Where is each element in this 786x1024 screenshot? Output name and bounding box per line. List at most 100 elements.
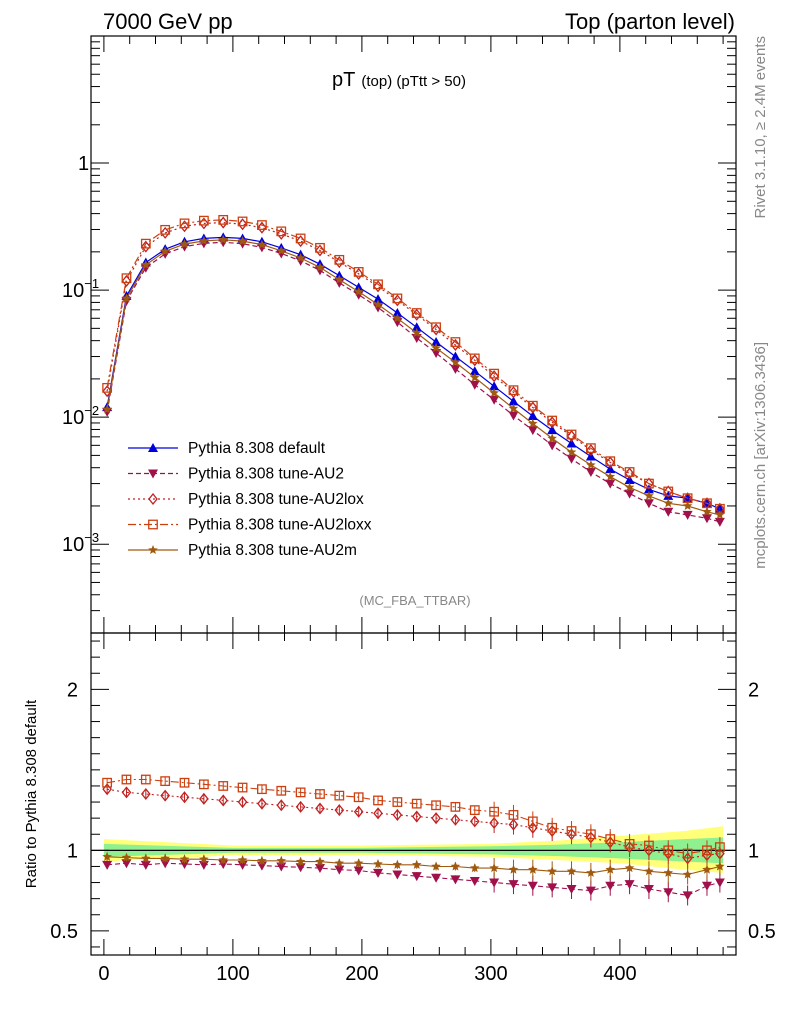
legend-marker bbox=[148, 443, 158, 452]
legend-label: Pythia 8.308 tune-AU2 bbox=[188, 466, 344, 483]
data-point bbox=[624, 467, 635, 477]
data-point bbox=[353, 286, 364, 296]
ratio-point bbox=[102, 851, 112, 861]
ratio-point bbox=[295, 800, 306, 813]
ratio-point bbox=[373, 859, 383, 869]
data-point bbox=[179, 218, 190, 229]
ratio-y-tick-label: 2 bbox=[67, 679, 78, 701]
ratio-point bbox=[527, 816, 538, 827]
ratio-point bbox=[682, 848, 693, 859]
ratio-point bbox=[121, 852, 132, 862]
data-point bbox=[605, 471, 615, 481]
series-line bbox=[106, 219, 721, 510]
ratio-point bbox=[566, 866, 577, 876]
ratio-y-tick-label-right: 2 bbox=[748, 679, 759, 701]
data-point bbox=[643, 499, 654, 509]
ratio-point bbox=[450, 861, 461, 871]
ratio-point bbox=[469, 805, 480, 815]
data-point bbox=[198, 215, 209, 226]
data-point bbox=[315, 262, 325, 272]
ratio-point bbox=[469, 876, 480, 886]
ratio-point bbox=[334, 858, 345, 868]
data-point bbox=[121, 273, 132, 284]
ratio-point bbox=[547, 883, 558, 893]
ratio-point bbox=[334, 790, 345, 801]
data-point bbox=[682, 501, 693, 510]
ratio-point bbox=[160, 789, 171, 802]
data-point bbox=[624, 482, 635, 492]
series-ratio bbox=[102, 774, 725, 864]
legend-label: Pythia 8.308 tune-AU2lox bbox=[188, 491, 364, 508]
data-point bbox=[237, 236, 248, 246]
data-point bbox=[276, 226, 287, 237]
data-point bbox=[353, 267, 364, 280]
data-point bbox=[392, 293, 403, 304]
data-point bbox=[489, 395, 500, 405]
ratio-point bbox=[682, 891, 693, 901]
ratio-point bbox=[714, 842, 725, 853]
ratio-point bbox=[334, 804, 345, 817]
ratio-point bbox=[199, 792, 209, 805]
ratio-point bbox=[179, 777, 190, 788]
ratio-point bbox=[508, 880, 519, 890]
ratio-point bbox=[663, 867, 673, 877]
legend-label: Pythia 8.308 tune-AU2loxx bbox=[188, 517, 372, 534]
data-point bbox=[450, 364, 461, 374]
ratio-point bbox=[392, 808, 403, 821]
data-point bbox=[160, 246, 170, 256]
data-point bbox=[373, 294, 384, 304]
data-point bbox=[605, 456, 616, 467]
data-point bbox=[257, 239, 267, 249]
data-point bbox=[121, 274, 132, 288]
main-title-sub: (top) (pTtt > 50) bbox=[361, 73, 466, 90]
series-main bbox=[102, 234, 725, 519]
ratio-point bbox=[160, 776, 171, 787]
data-point bbox=[469, 366, 480, 376]
ratio-y-tick-label-right: 0.5 bbox=[748, 921, 776, 943]
data-point bbox=[199, 235, 209, 245]
ratio-point bbox=[373, 807, 383, 820]
data-point bbox=[624, 489, 635, 499]
data-point bbox=[450, 357, 461, 367]
x-tick-label: 400 bbox=[603, 963, 636, 985]
y-tick-label: 1 bbox=[78, 153, 89, 175]
ratio-point bbox=[276, 799, 287, 812]
data-point bbox=[160, 224, 171, 235]
data-point bbox=[450, 337, 461, 347]
ratio-point bbox=[198, 779, 209, 790]
ratio-point bbox=[218, 781, 229, 791]
series-main bbox=[102, 214, 725, 514]
ratio-point bbox=[508, 818, 519, 831]
y-tick-label: 10−2 bbox=[62, 403, 99, 429]
data-point bbox=[102, 404, 112, 414]
data-point bbox=[489, 381, 500, 391]
ratio-point bbox=[489, 878, 500, 888]
ratio-plot: 0.5 0.5 1 1 2 2 Ratio to Pythia 8.308 default bbox=[23, 632, 776, 956]
ratio-point bbox=[411, 872, 422, 882]
ratio-point bbox=[353, 866, 364, 876]
ratio-ylabel: Ratio to Pythia 8.308 default bbox=[23, 699, 40, 888]
ratio-point bbox=[566, 884, 577, 894]
ratio-point bbox=[102, 777, 113, 788]
ratio-point bbox=[450, 801, 461, 812]
ratio-point bbox=[276, 862, 287, 872]
x-tick-label: 0 bbox=[98, 963, 109, 985]
data-point bbox=[199, 217, 209, 230]
data-point bbox=[586, 460, 596, 470]
data-point bbox=[663, 507, 674, 517]
data-point bbox=[489, 370, 499, 383]
ratio-point bbox=[411, 798, 422, 809]
ratio-point bbox=[295, 787, 306, 798]
data-point bbox=[547, 433, 557, 443]
ratio-uncertainty-bands bbox=[91, 826, 736, 873]
ratio-ticks: 0.5 0.5 1 1 2 2 bbox=[50, 633, 776, 955]
data-point bbox=[431, 337, 442, 347]
data-point bbox=[547, 441, 558, 451]
series-ratio bbox=[102, 859, 725, 906]
data-point bbox=[715, 509, 725, 519]
data-point bbox=[566, 447, 577, 457]
ratio-point bbox=[605, 864, 615, 874]
data-point bbox=[527, 426, 538, 436]
ratio-point bbox=[160, 853, 170, 863]
data-point bbox=[160, 249, 171, 259]
